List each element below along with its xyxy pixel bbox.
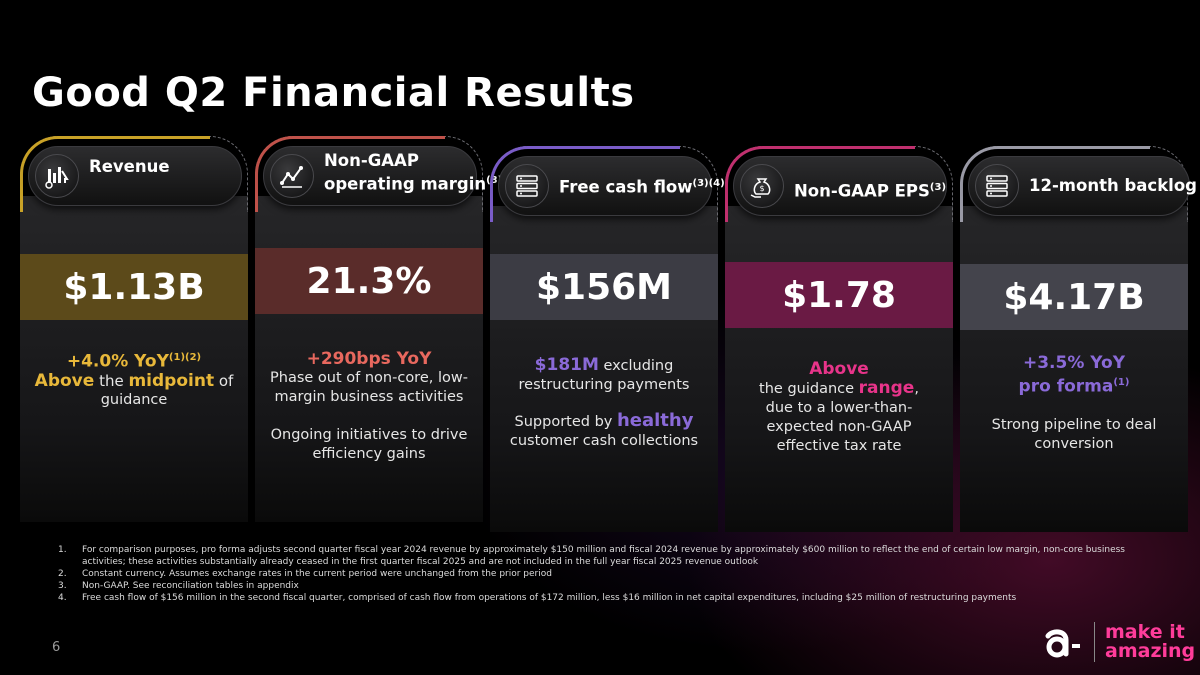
- kpi-description: Above the guidance range, due to a lower…: [725, 360, 953, 456]
- kpi-value: $4.17B: [960, 264, 1188, 330]
- revenue-chart-icon: [35, 154, 79, 198]
- kpi-card-backlog: 12-month backlog $4.17B +3.5% YoY pro fo…: [960, 146, 1197, 532]
- page-number: 6: [52, 640, 61, 655]
- kpi-label: Free cash flow(3)(4): [559, 177, 725, 197]
- kpi-label-pill: Non-GAAP operating margin(3): [263, 146, 502, 206]
- footnote-item: 3. Non-GAAP. See reconciliation tables in…: [58, 581, 299, 591]
- yoy-growth: +3.5% YoY: [1022, 353, 1126, 373]
- kpi-card-revenue: Revenue $1.13B +4.0% YoY(1)(2) Above the…: [20, 136, 248, 522]
- accent-arc: [490, 146, 680, 222]
- accent-arc: [725, 146, 915, 222]
- brand-tagline: make it amazing: [1105, 621, 1196, 662]
- accent-arc: [20, 136, 210, 212]
- kpi-card-operating-margin: Non-GAAP operating margin(3) 21.3% +290b…: [255, 136, 502, 522]
- svg-text:$: $: [759, 184, 764, 193]
- page-title: Good Q2 Financial Results: [32, 70, 635, 116]
- status-headline: Above: [809, 359, 869, 379]
- yoy-growth: +290bps YoY: [306, 349, 432, 369]
- server-stack-icon: [505, 164, 549, 208]
- kpi-label: Non-GAAP operating margin(3): [324, 151, 503, 194]
- brand-mark-icon: [1040, 622, 1084, 662]
- footnote-item: 1. For comparison purposes, pro forma adj…: [58, 545, 1125, 567]
- accent-arc: [255, 136, 445, 212]
- kpi-label: Non-GAAP EPS(3): [794, 181, 947, 201]
- kpi-label: 12-month backlog: [1029, 176, 1197, 195]
- kpi-description: $181M excluding restructuring payments S…: [509, 355, 699, 450]
- footnote-item: 2. Constant currency. Assumes exchange ra…: [58, 569, 552, 579]
- kpi-value: $156M: [490, 254, 718, 320]
- kpi-card-eps: $ Non-GAAP EPS(3) $1.78 Above the guidan…: [725, 146, 953, 532]
- brand-logo: make it amazing: [1040, 622, 1195, 662]
- kpi-description: +4.0% YoY(1)(2) Above the midpoint of gu…: [34, 351, 234, 408]
- kpi-value: 21.3%: [255, 248, 483, 314]
- kpi-label-pill: Revenue: [28, 146, 242, 206]
- kpi-card-free-cash-flow: Free cash flow(3)(4) $156M $181M excludi…: [490, 146, 725, 532]
- kpi-label: Revenue: [89, 157, 170, 176]
- kpi-value: $1.78: [725, 262, 953, 328]
- kpi-label-pill: Free cash flow(3)(4): [498, 156, 725, 216]
- kpi-label-pill: $ Non-GAAP EPS(3): [733, 156, 947, 216]
- kpi-description: +290bps YoY Phase out of non-core, low- …: [255, 350, 483, 464]
- trend-line-icon: [270, 154, 314, 198]
- kpi-label-pill: 12-month backlog: [968, 156, 1197, 216]
- footnote-item: 4. Free cash flow of $156 million in the …: [58, 593, 1017, 603]
- footnotes: 1. For comparison purposes, pro forma adj…: [58, 544, 1148, 604]
- yoy-growth: +4.0% YoY: [66, 351, 169, 372]
- money-bag-icon: $: [740, 164, 784, 208]
- server-stack-icon: [975, 164, 1019, 208]
- kpi-description: +3.5% YoY pro forma(1) Strong pipeline t…: [960, 354, 1188, 454]
- accent-arc: [960, 146, 1150, 222]
- kpi-value: $1.13B: [20, 254, 248, 320]
